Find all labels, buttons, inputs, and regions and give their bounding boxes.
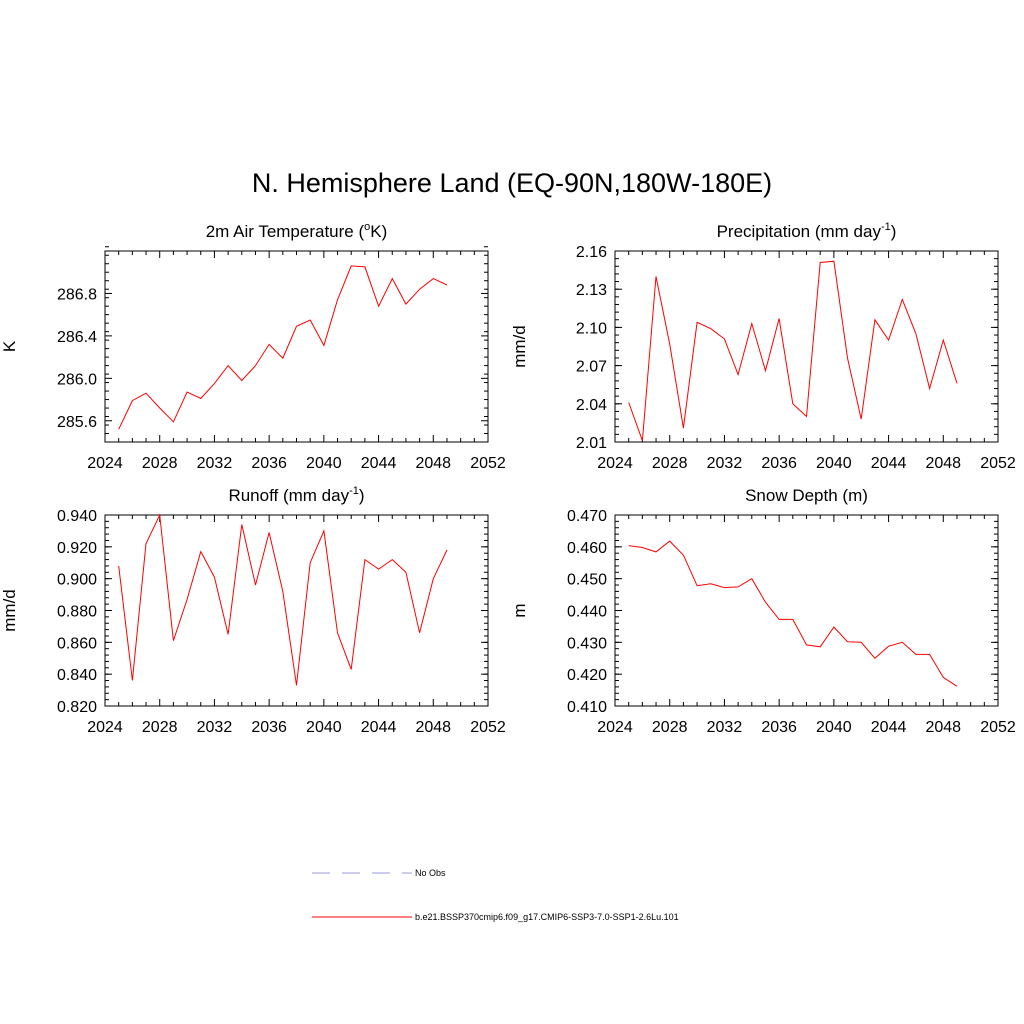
x-tick-label: 2028 xyxy=(142,719,178,736)
x-tick-label: 2040 xyxy=(816,455,852,472)
y-tick-label: 0.900 xyxy=(57,572,97,589)
x-tick-label: 2024 xyxy=(597,719,633,736)
legend-label-no-obs: No Obs xyxy=(415,868,446,878)
x-tick-label: 2036 xyxy=(761,455,797,472)
x-tick-label: 2040 xyxy=(816,719,852,736)
x-tick-label: 2040 xyxy=(306,455,342,472)
y-axis-label: mm/d xyxy=(0,589,19,632)
panel-precipitation: 2024 2028 2032 2036 2040 2044 2048 2052 2.01 2.04… xyxy=(510,221,1016,472)
y-tick-label: 2.13 xyxy=(576,282,607,299)
y-tick-label: 0.460 xyxy=(567,540,607,557)
y-axis-label: K xyxy=(0,340,19,352)
x-tick-label: 2048 xyxy=(925,719,961,736)
y-tick-label: 0.820 xyxy=(57,699,97,716)
panel-title: Snow Depth (m) xyxy=(745,486,868,505)
panel-title: 2m Air Temperature (oK) xyxy=(206,221,388,241)
x-tick-label: 2024 xyxy=(87,719,123,736)
x-tick-label: 2048 xyxy=(415,719,451,736)
y-tick-label: 0.920 xyxy=(57,540,97,557)
series-line xyxy=(628,540,958,687)
x-tick-label: 2024 xyxy=(597,455,633,472)
y-tick-label: 286.8 xyxy=(57,286,97,303)
y-axis-label: m xyxy=(510,603,529,617)
series-line xyxy=(118,265,448,430)
x-tick-label: 2044 xyxy=(871,719,907,736)
y-axis-label: mm/d xyxy=(510,325,529,368)
y-tick-label: 0.940 xyxy=(57,508,97,525)
panel-snow-depth: 2024 2028 2032 2036 2040 2044 2048 2052 0.410 0.4… xyxy=(510,486,1016,736)
y-tick-label: 0.840 xyxy=(57,667,97,684)
y-tick-label: 2.10 xyxy=(576,320,607,337)
y-tick-label: 286.0 xyxy=(57,371,97,388)
y-tick-label: 0.410 xyxy=(567,699,607,716)
y-tick-label: 0.420 xyxy=(567,667,607,684)
y-tick-label: 285.6 xyxy=(57,414,97,431)
x-tick-label: 2040 xyxy=(306,719,342,736)
y-tick-label: 2.07 xyxy=(576,359,607,376)
panel-title: Precipitation (mm day-1) xyxy=(717,221,897,241)
x-tick-label: 2044 xyxy=(361,719,397,736)
series-line xyxy=(118,513,448,686)
legend-item-no-obs: No Obs xyxy=(312,868,446,878)
y-tick-label: 2.01 xyxy=(576,435,607,452)
x-tick-label: 2044 xyxy=(361,455,397,472)
y-tick-label: 0.430 xyxy=(567,635,607,652)
x-tick-label: 2048 xyxy=(925,455,961,472)
y-tick-label: 2.04 xyxy=(576,397,607,414)
x-tick-label: 2032 xyxy=(197,455,233,472)
y-tick-label: 0.470 xyxy=(567,508,607,525)
x-tick-label: 2052 xyxy=(980,719,1016,736)
x-tick-label: 2048 xyxy=(415,455,451,472)
y-tick-label: 0.440 xyxy=(567,604,607,621)
series-line xyxy=(628,260,958,441)
legend-label-model: b.e21.BSSP370cmip6.f09_g17.CMIP6-SSP3-7.… xyxy=(415,912,679,922)
x-tick-label: 2036 xyxy=(251,719,287,736)
x-tick-label: 2028 xyxy=(142,455,178,472)
x-tick-label: 2024 xyxy=(87,455,123,472)
x-tick-label: 2032 xyxy=(197,719,233,736)
x-tick-label: 2052 xyxy=(470,719,506,736)
x-tick-label: 2044 xyxy=(871,455,907,472)
panel-title: Runoff (mm day-1) xyxy=(228,485,364,505)
panel-air-temperature: 2024 2028 2032 2036 2040 2044 2048 2052 285.6 286… xyxy=(0,221,506,472)
y-tick-label: 0.880 xyxy=(57,604,97,621)
x-tick-label: 2052 xyxy=(470,455,506,472)
x-tick-label: 2052 xyxy=(980,455,1016,472)
legend-item-model: b.e21.BSSP370cmip6.f09_g17.CMIP6-SSP3-7.… xyxy=(312,912,679,922)
y-tick-label: 286.4 xyxy=(57,329,97,346)
x-tick-label: 2028 xyxy=(652,455,688,472)
y-tick-label: 0.860 xyxy=(57,635,97,652)
x-tick-label: 2036 xyxy=(251,455,287,472)
figure-title: N. Hemisphere Land (EQ-90N,180W-180E) xyxy=(251,168,773,198)
plot-frame xyxy=(104,250,489,443)
y-tick-label: 0.450 xyxy=(567,572,607,589)
legend: No Obs b.e21.BSSP370cmip6.f09_g17.CMIP6-… xyxy=(312,868,679,922)
x-tick-label: 2032 xyxy=(707,455,743,472)
panel-runoff: 2024 2028 2032 2036 2040 2044 2048 2052 0.820 0.8… xyxy=(0,485,506,736)
y-tick-label: 2.16 xyxy=(576,244,607,261)
x-tick-label: 2032 xyxy=(707,719,743,736)
x-tick-label: 2036 xyxy=(761,719,797,736)
x-tick-label: 2028 xyxy=(652,719,688,736)
